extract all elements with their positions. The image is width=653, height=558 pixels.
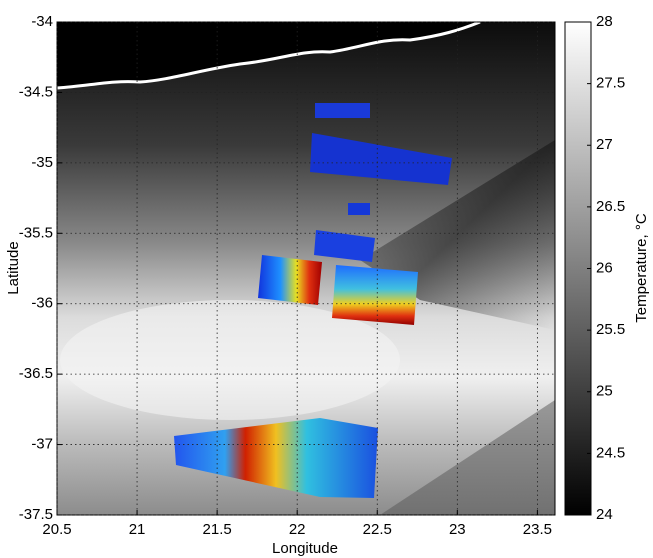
x-tick-label: 21 [129, 521, 146, 538]
colorbar-tick-label: 28 [596, 13, 613, 30]
y-tick-label: -35 [31, 154, 53, 171]
temperature-patches [174, 103, 452, 498]
y-tick-label: -34.5 [19, 83, 53, 100]
y-tick-label: -36 [31, 295, 53, 312]
x-tick-label: 22 [289, 521, 306, 538]
x-axis-label: Longitude [272, 540, 338, 557]
colorbar-tick-label: 27.5 [596, 75, 625, 92]
y-tick-label: -35.5 [19, 224, 53, 241]
y-tick-label: -36.5 [19, 365, 53, 382]
x-tick-label: 21.5 [203, 521, 232, 538]
x-tick-label: 22.5 [363, 521, 392, 538]
colorbar-tick-label: 26 [596, 259, 613, 276]
colorbar-tick-label: 25.5 [596, 321, 625, 338]
y-axis-label: Latitude [5, 241, 22, 294]
y-tick-label: -37.5 [19, 506, 53, 523]
colorbar [564, 21, 592, 516]
x-tick-label: 23 [449, 521, 466, 538]
colorbar-tick-label: 25 [596, 383, 613, 400]
x-tick-label: 23.5 [523, 521, 552, 538]
y-tick-label: -34 [31, 13, 53, 30]
colorbar-tick-label: 24.5 [596, 444, 625, 461]
y-tick-label: -37 [31, 436, 53, 453]
colorbar-tick-label: 27 [596, 136, 613, 153]
colorbar-tick-label: 26.5 [596, 198, 625, 215]
colorbar-tick-label: 24 [596, 506, 613, 523]
colorbar-label: Temperature, °C [633, 213, 650, 323]
x-tick-label: 20.5 [42, 521, 71, 538]
